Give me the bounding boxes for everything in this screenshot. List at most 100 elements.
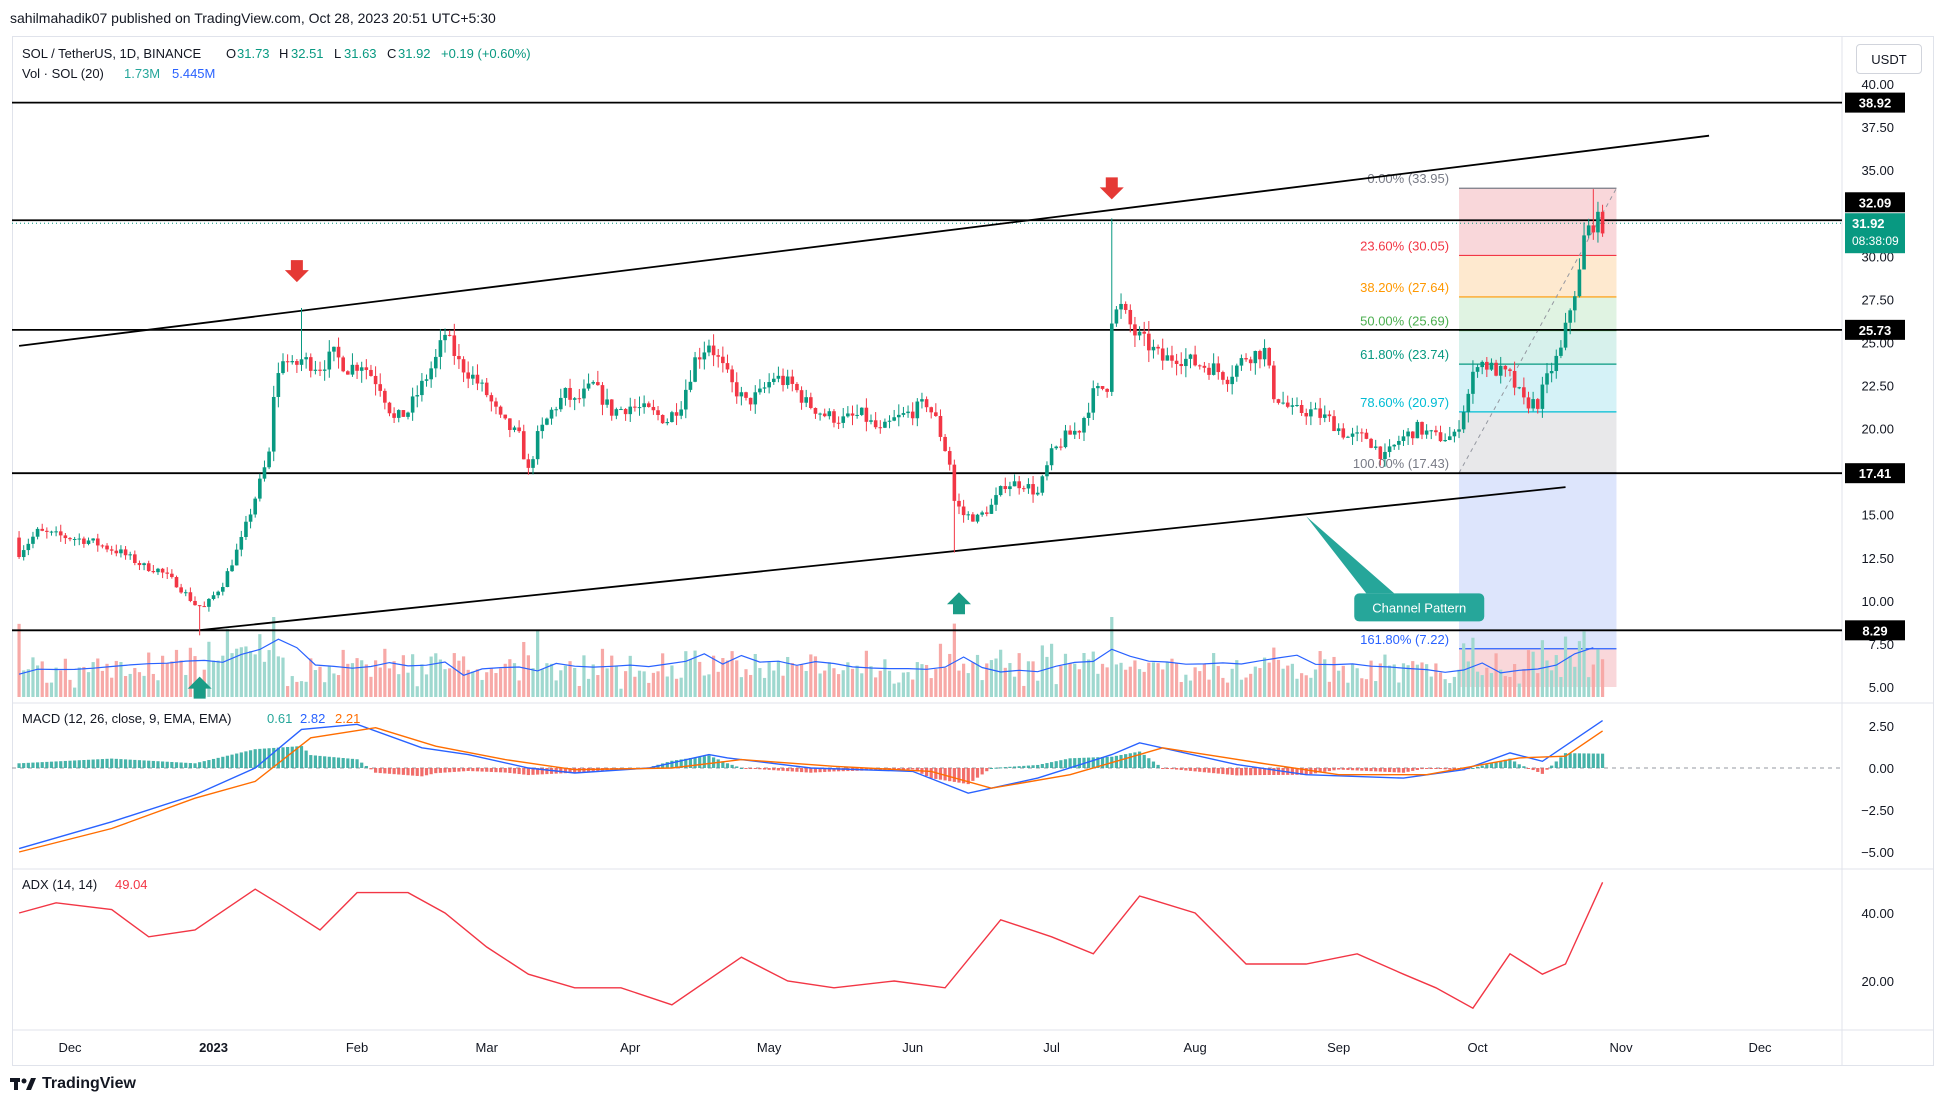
macd-histogram-bar bbox=[105, 758, 109, 768]
volume-bar bbox=[610, 655, 614, 697]
volume-bar bbox=[457, 660, 461, 697]
candle-body bbox=[1147, 333, 1151, 351]
candle-body bbox=[1017, 481, 1021, 489]
candle-body bbox=[1290, 405, 1295, 407]
macd-histogram-bar bbox=[911, 768, 915, 770]
candle-body bbox=[614, 409, 619, 416]
candle-body bbox=[1383, 451, 1387, 460]
candle-body bbox=[1133, 324, 1137, 336]
volume-bar bbox=[184, 674, 188, 697]
volume-bar bbox=[1304, 675, 1308, 697]
macd-histogram-bar bbox=[1063, 759, 1068, 768]
macd-histogram-bar bbox=[378, 768, 382, 774]
macd-histogram-bar bbox=[480, 768, 484, 772]
candle-body bbox=[202, 606, 207, 608]
footer-brand[interactable]: TradingView bbox=[10, 1072, 136, 1096]
volume-bar bbox=[809, 654, 813, 697]
volume-bar bbox=[235, 648, 239, 697]
macd-histogram-bar bbox=[869, 768, 873, 771]
volume-bar bbox=[517, 680, 521, 697]
macd-histogram-bar bbox=[147, 760, 151, 768]
time-tick-label: Oct bbox=[1467, 1040, 1488, 1055]
candle-body bbox=[433, 356, 438, 369]
price-tick-label: 7.50 bbox=[1869, 637, 1894, 652]
candle-body bbox=[1244, 358, 1248, 360]
candle-body bbox=[489, 395, 494, 402]
candle-body bbox=[332, 346, 336, 352]
volume-bar bbox=[1124, 669, 1128, 697]
candle-body bbox=[1077, 430, 1082, 433]
volume-bar bbox=[1452, 676, 1457, 697]
volume-bar bbox=[586, 678, 591, 697]
volume-bar bbox=[179, 660, 183, 697]
volume-bar bbox=[540, 669, 544, 697]
candle-body bbox=[1179, 363, 1184, 367]
volume-legend-value: 1.73M bbox=[124, 66, 160, 81]
volume-bar bbox=[1494, 653, 1498, 697]
candle-body bbox=[1545, 373, 1549, 385]
candle-body bbox=[1461, 412, 1466, 430]
volume-bar bbox=[350, 663, 355, 697]
candle-body bbox=[401, 410, 406, 417]
candle-body bbox=[128, 554, 132, 556]
macd-histogram-bar bbox=[1151, 761, 1156, 768]
macd-histogram-bar bbox=[244, 751, 248, 768]
volume-bar bbox=[758, 668, 762, 697]
candle-body bbox=[457, 355, 461, 360]
candle-body bbox=[1457, 429, 1461, 432]
volume-bar bbox=[193, 656, 197, 697]
volume-bar bbox=[1369, 660, 1373, 697]
volume-bar bbox=[1425, 664, 1429, 697]
candle-body bbox=[475, 374, 480, 384]
candle-body bbox=[841, 416, 846, 423]
candle-body bbox=[21, 550, 26, 558]
time-tick-label: Apr bbox=[620, 1040, 641, 1055]
volume-bar bbox=[855, 665, 859, 697]
candle-body bbox=[753, 392, 758, 405]
candle-body bbox=[656, 410, 660, 416]
volume-bar bbox=[1471, 637, 1475, 697]
volume-bar bbox=[1267, 662, 1271, 697]
volume-bar bbox=[355, 658, 359, 697]
volume-bar bbox=[424, 674, 429, 697]
candle-body bbox=[1091, 388, 1096, 413]
volume-bar bbox=[392, 661, 396, 697]
macd-histogram-bar bbox=[1073, 758, 1077, 768]
candle-body bbox=[809, 397, 813, 408]
macd-histogram-bar bbox=[86, 759, 91, 768]
macd-histogram-bar bbox=[276, 747, 280, 768]
candle-body bbox=[1262, 347, 1267, 360]
macd-histogram-bar bbox=[1600, 753, 1605, 768]
volume-bar bbox=[272, 617, 276, 697]
currency-button[interactable]: USDT bbox=[1856, 44, 1922, 74]
macd-histogram-bar bbox=[1239, 768, 1244, 776]
volume-bar bbox=[582, 655, 586, 697]
macd-histogram-bar bbox=[299, 746, 304, 768]
macd-title: MACD (12, 26, close, 9, EMA, EMA) bbox=[22, 711, 232, 726]
volume-bar bbox=[480, 679, 484, 697]
level-price-badge bbox=[1845, 620, 1905, 641]
volume-bar bbox=[554, 680, 558, 697]
volume-bar bbox=[443, 669, 447, 697]
candle-body bbox=[438, 340, 443, 357]
volume-bar bbox=[494, 673, 498, 697]
macd-histogram-bar bbox=[309, 755, 313, 768]
callout-box bbox=[1354, 593, 1485, 622]
macd-histogram-bar bbox=[360, 762, 364, 768]
candle-body bbox=[494, 401, 498, 407]
candle-body bbox=[984, 512, 989, 514]
volume-bar bbox=[1420, 662, 1424, 697]
candle-body bbox=[531, 459, 535, 468]
volume-bar bbox=[975, 654, 980, 697]
macd-histogram-bar bbox=[540, 768, 544, 775]
adx-value: 49.04 bbox=[115, 877, 148, 892]
top-bar: sahilmahadik07 published on TradingView.… bbox=[0, 0, 1946, 36]
candle-body bbox=[1572, 296, 1577, 311]
candle-body bbox=[730, 369, 734, 383]
macd-histogram-bar bbox=[137, 760, 142, 768]
candle-body bbox=[1559, 347, 1563, 356]
candle-body bbox=[1248, 359, 1253, 364]
volume-bar bbox=[96, 658, 100, 697]
volume-bar bbox=[1434, 663, 1438, 697]
